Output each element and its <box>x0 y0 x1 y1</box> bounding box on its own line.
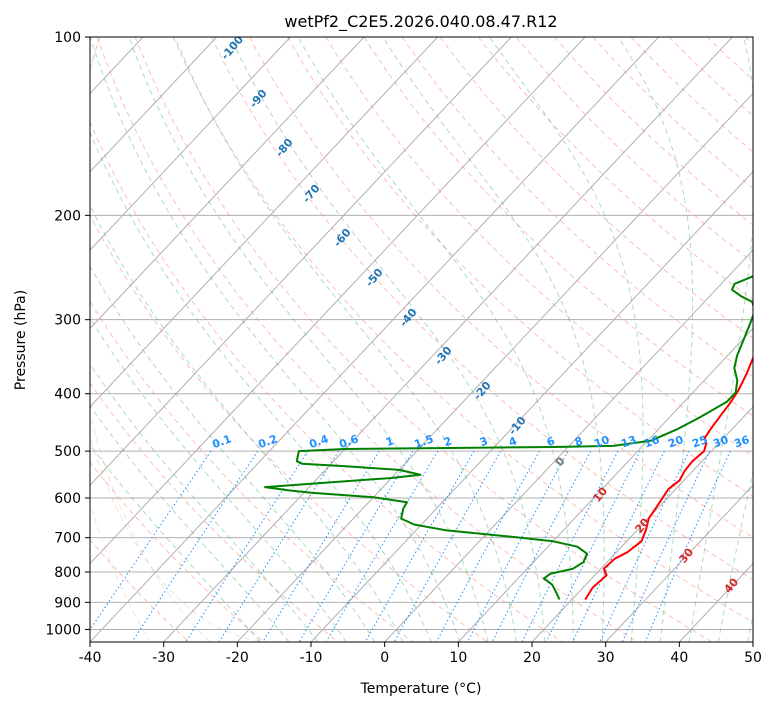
x-tick-label: 10 <box>449 650 467 666</box>
y-tick-label: 400 <box>54 387 81 403</box>
plot-background <box>90 37 753 642</box>
x-tick-label: 20 <box>523 650 541 666</box>
y-tick-label: 700 <box>54 531 81 547</box>
x-tick-label: 0 <box>380 650 389 666</box>
isotherm-gridline <box>0 37 69 642</box>
x-axis-label: Temperature (°C) <box>360 681 482 697</box>
y-tick-label: 800 <box>54 565 81 581</box>
y-tick-label: 500 <box>54 444 81 460</box>
x-tick-label: 40 <box>670 650 688 666</box>
x-tick-label: -10 <box>300 650 323 666</box>
isotherm-gridline <box>753 37 775 642</box>
y-tick-label: 900 <box>54 595 81 611</box>
y-tick-label: 200 <box>54 208 81 224</box>
y-tick-label: 1000 <box>45 622 81 638</box>
x-tick-label: 50 <box>744 650 762 666</box>
x-tick-label: -30 <box>152 650 175 666</box>
y-tick-label: 300 <box>54 313 81 329</box>
x-tick-label: 30 <box>597 650 615 666</box>
y-axis-label: Pressure (hPa) <box>13 290 29 390</box>
chart-title: wetPf2_C2E5.2026.040.08.47.R12 <box>284 12 557 32</box>
y-tick-label: 100 <box>54 30 81 46</box>
x-tick-label: -40 <box>79 650 102 666</box>
y-tick-label: 600 <box>54 491 81 507</box>
x-tick-label: -20 <box>226 650 249 666</box>
